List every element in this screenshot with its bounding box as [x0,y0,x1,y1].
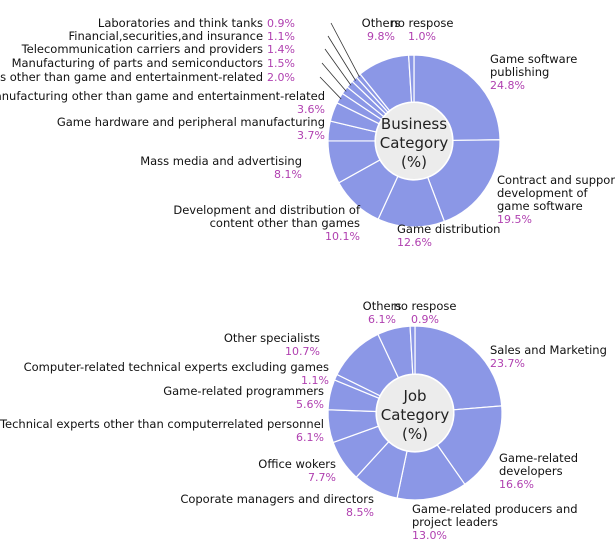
slice-value-label: 5.6% [296,398,324,411]
leader-line [321,62,347,92]
leader-line [319,76,342,100]
slice-sales-and-marketing [414,325,503,411]
slice-value-label: 19.5% [497,213,532,226]
slice-label: Manufacturing other than game and entert… [0,89,325,103]
slice-label: Game-related programmers [163,384,324,398]
leader-line [324,48,352,86]
slice-value-label: 23.7% [490,357,525,370]
center-label-line: (%) [401,153,427,171]
slice-label: Technical experts other than computerrel… [0,417,324,431]
center-label-line: (%) [402,425,428,443]
center-label-line: Category [381,406,450,424]
slice-value-label: 8.1% [274,168,302,181]
slice-label: no respose [391,16,454,30]
slice-no-respose [409,325,416,375]
slice-value-label: 0.9% [411,313,439,326]
slice-label: Computer-related technical experts exclu… [24,360,329,374]
slice-label: Financial,securities,and insurance 1.1% [68,29,295,43]
slice-value-label: 6.1% [296,431,324,444]
slice-value-label: 6.1% [368,313,396,326]
slice-value-label: 3.6% [297,103,325,116]
slice-label: Manufacturing of parts and semiconductor… [12,56,295,70]
slice-label: Services other than game and entertainme… [0,70,295,84]
slice-value-label: 1.0% [408,30,436,43]
slice-label: Game-related developers [499,451,578,478]
slice-label: Coporate managers and directors [180,492,374,506]
slice-label: Telecommunication carriers and providers… [21,42,295,56]
slice-label: Contract and support development of game s… [497,173,615,213]
slice-label: Other specialists [224,331,320,345]
slice-label: Others [363,299,402,313]
slice-game-software-publishing [413,54,501,142]
center-label-line: Business [381,115,447,133]
slice-label: Game software publishing [490,52,577,79]
slice-label: Mass media and advertising [140,154,302,168]
slice-value-label: 3.7% [297,129,325,142]
center-label-line: Job [402,387,426,405]
slice-value-label: 9.8% [367,30,395,43]
slice-no-respose [407,54,415,103]
slice-label: Game hardware and peripheral manufacturi… [57,115,325,129]
donut-center [376,103,452,179]
leader-line [330,22,360,78]
slice-label: Office wokers [258,457,336,471]
slice-label: Laboratories and think tanks 0.9% [98,16,295,30]
slice-label: Development and distribution of content o… [173,203,361,230]
slice-label: Sales and Marketing [490,343,607,357]
slice-value-label: 10.7% [285,345,320,358]
slice-value-label: 13.0% [412,529,447,540]
slice-label: Others [362,16,401,30]
slice-value-label: 8.5% [346,506,374,519]
leader-line [327,35,356,81]
slice-value-label: 1.1% [301,374,329,387]
slice-value-label: 24.8% [490,79,525,92]
slice-value-label: 7.7% [308,471,336,484]
slice-label: Game-related producers and project leader… [412,502,578,529]
slice-label: no respose [394,299,457,313]
slice-label: Game distribution [397,222,500,236]
center-label-line: Category [380,134,449,152]
slice-value-label: 16.6% [499,478,534,491]
slice-value-label: 12.6% [397,236,432,249]
slice-value-label: 10.1% [325,230,360,243]
donut-center [377,375,453,451]
